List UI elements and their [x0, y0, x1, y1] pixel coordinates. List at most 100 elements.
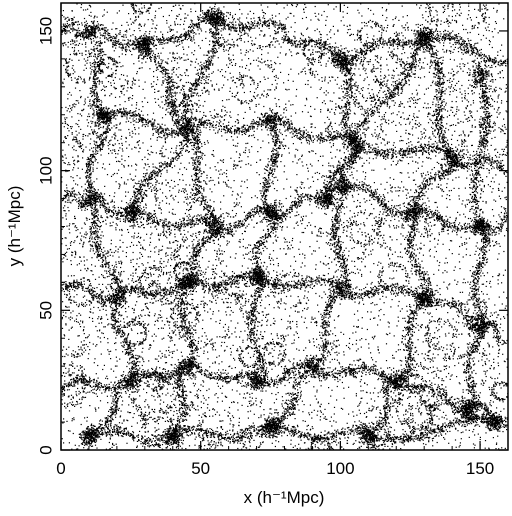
particle-point — [194, 50, 195, 51]
particle-point — [489, 24, 490, 25]
particle-point — [331, 219, 332, 220]
particle-point — [98, 214, 99, 215]
particle-point — [74, 216, 75, 217]
particle-point — [377, 379, 378, 380]
particle-point — [382, 296, 383, 297]
particle-point — [332, 448, 333, 449]
particle-point — [125, 196, 126, 197]
particle-point — [306, 216, 307, 217]
particle-point — [472, 358, 473, 359]
particle-point — [353, 34, 354, 35]
particle-point — [465, 188, 466, 189]
particle-point — [111, 369, 112, 370]
particle-point — [151, 233, 152, 234]
particle-point — [152, 152, 153, 153]
particle-point — [156, 132, 157, 133]
particle-point — [77, 264, 78, 265]
particle-point — [81, 4, 82, 5]
particle-point — [243, 357, 244, 358]
particle-point — [165, 362, 166, 363]
particle-point — [245, 164, 246, 165]
particle-point — [398, 106, 399, 107]
particle-point — [476, 153, 477, 154]
particle-point — [86, 421, 87, 422]
particle-point — [486, 286, 487, 287]
particle-point — [188, 46, 189, 47]
particle-point — [490, 221, 491, 222]
particle-point — [259, 322, 260, 323]
particle-point — [126, 256, 127, 257]
particle-point — [306, 303, 307, 304]
particle-point — [167, 172, 168, 173]
particle-point — [339, 113, 340, 114]
particle-point — [388, 326, 389, 327]
particle-point — [71, 399, 72, 400]
particle-point — [81, 115, 82, 116]
particle-point — [63, 418, 64, 419]
particle-point — [432, 316, 433, 317]
particle-point — [147, 102, 148, 103]
particle-point — [410, 396, 411, 397]
particle-point — [462, 203, 463, 204]
particle-point — [388, 255, 389, 256]
particle-point — [377, 126, 378, 127]
particle-point — [151, 395, 152, 396]
particle-point — [63, 141, 64, 142]
particle-point — [230, 158, 231, 159]
particle-point — [426, 89, 427, 90]
particle-point — [237, 402, 238, 403]
particle-point — [94, 16, 95, 17]
particle-point — [250, 109, 251, 110]
particle-point — [285, 309, 286, 310]
particle-point — [464, 426, 465, 427]
particle-point — [239, 239, 240, 240]
particle-point — [431, 18, 432, 19]
particle-point — [78, 60, 79, 61]
particle-point — [181, 221, 182, 222]
particle-point — [321, 404, 322, 405]
particle-point — [450, 59, 451, 60]
particle-point — [86, 220, 87, 221]
particle-point — [487, 272, 488, 273]
particle-point — [436, 309, 437, 310]
particle-point — [459, 63, 460, 64]
particle-point — [471, 19, 472, 20]
particle-point — [179, 5, 180, 6]
particle-point — [64, 79, 65, 80]
particle-point — [104, 277, 105, 278]
particle-point — [312, 426, 313, 427]
particle-point — [111, 68, 112, 69]
particle-point — [109, 354, 110, 355]
particle-point — [396, 325, 397, 326]
particle-point — [363, 252, 364, 253]
particle-point — [400, 256, 401, 257]
particle-point — [362, 300, 363, 301]
particle-point — [316, 391, 317, 392]
particle-point — [484, 275, 485, 276]
particle-point — [313, 151, 314, 152]
particle-point — [372, 107, 373, 108]
particle-point — [389, 323, 390, 324]
particle-point — [120, 122, 121, 123]
particle-point — [101, 354, 102, 355]
particle-point — [396, 68, 397, 69]
particle-point — [354, 421, 355, 422]
particle-point — [107, 349, 108, 350]
particle-point — [344, 354, 345, 355]
particle-point — [429, 314, 430, 315]
particle-point — [65, 306, 66, 307]
particle-point — [308, 171, 309, 172]
particle-point — [311, 322, 312, 323]
particle-point — [285, 146, 286, 147]
particle-point — [160, 31, 161, 32]
particle-point — [271, 393, 272, 394]
particle-point — [380, 263, 381, 264]
particle-point — [71, 395, 72, 396]
particle-point — [371, 134, 372, 135]
particle-point — [142, 106, 143, 107]
particle-point — [315, 269, 316, 270]
particle-point — [376, 304, 377, 305]
particle-point — [470, 17, 471, 18]
particle-point — [436, 21, 437, 22]
particle-point — [242, 405, 243, 406]
